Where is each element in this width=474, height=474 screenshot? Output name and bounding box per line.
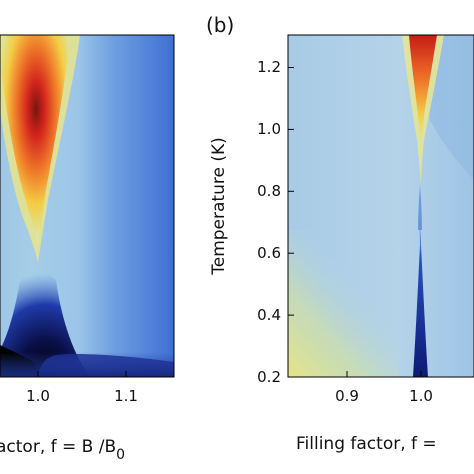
panel-b-y-tick-label-5: 1.0 [257, 120, 281, 138]
panel-a-frame [0, 34, 175, 378]
panel-b-y-tick-label-1: 0.2 [257, 368, 281, 386]
panel-a-x-tick-label-2: 1.1 [114, 387, 138, 405]
panel-b-y-axis-label: Temperature (K) [209, 137, 229, 276]
panel-a-x-axis-label-sub: 0 [116, 447, 125, 463]
panel-b-x-tick-label-2: 1.0 [409, 387, 433, 405]
panel-b-heatmap [288, 35, 474, 377]
panel-a: 1.0 1.1 actor, f = B /B0 [0, 34, 175, 463]
panel-b: (b) 0.2 0.4 0.6 0.8 1.0 1.2 [206, 13, 474, 454]
panel-b-y-tick-label-4: 0.8 [257, 182, 281, 200]
panel-a-heatmap [0, 35, 174, 377]
panel-b-x-tick-label-1: 0.9 [335, 387, 359, 405]
panel-a-x-axis-label-main: actor, f = B /B [0, 437, 116, 457]
panel-a-x-axis-label: actor, f = B /B0 [0, 437, 125, 463]
panel-b-frame [287, 34, 474, 378]
panel-b-x-axis-label: Filling factor, f = [296, 434, 437, 454]
panel-b-letter: (b) [206, 13, 234, 37]
panel-b-x-ticks: 0.9 1.0 [335, 371, 433, 405]
panel-b-y-ticks: 0.2 0.4 0.6 0.8 1.0 1.2 [257, 58, 294, 386]
panel-b-y-tick-label-3: 0.6 [257, 244, 281, 262]
panel-b-y-tick-label-2: 0.4 [257, 306, 281, 324]
panel-a-x-ticks: 1.0 1.1 [26, 371, 138, 405]
panel-a-x-tick-label-1: 1.0 [26, 387, 50, 405]
panel-b-y-tick-label-6: 1.2 [257, 58, 281, 76]
